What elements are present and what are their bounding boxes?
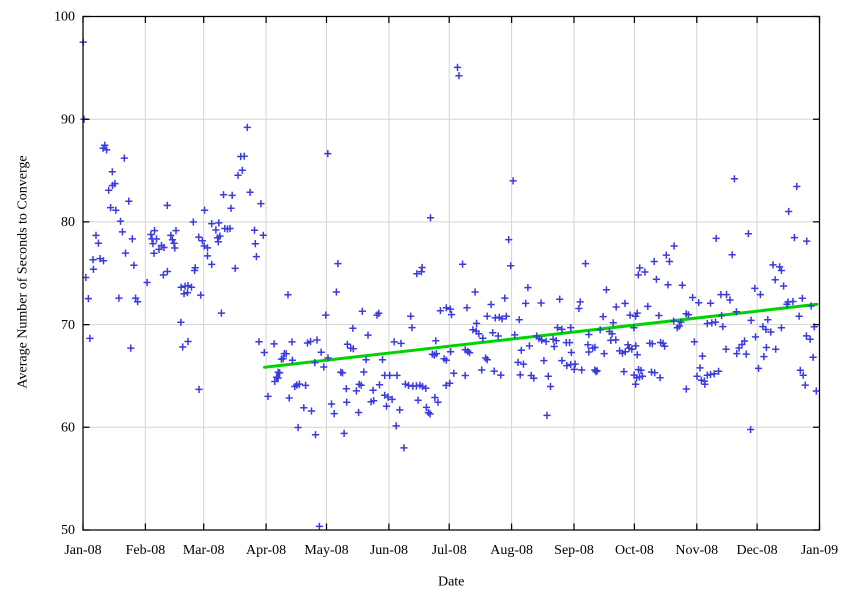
svg-text:50: 50: [61, 523, 75, 538]
svg-text:80: 80: [61, 215, 75, 230]
svg-text:Sep-08: Sep-08: [554, 543, 594, 558]
svg-text:Average Number of Seconds to C: Average Number of Seconds to Converge: [16, 155, 31, 388]
svg-text:Dec-08: Dec-08: [736, 543, 777, 558]
svg-text:90: 90: [61, 112, 75, 127]
svg-text:Jan-09: Jan-09: [801, 543, 838, 558]
svg-text:Jul-08: Jul-08: [432, 543, 467, 558]
svg-text:Apr-08: Apr-08: [246, 543, 286, 558]
svg-text:Aug-08: Aug-08: [490, 543, 533, 558]
svg-text:Feb-08: Feb-08: [126, 543, 166, 558]
svg-text:60: 60: [61, 421, 75, 436]
svg-text:Oct-08: Oct-08: [615, 543, 654, 558]
svg-text:70: 70: [61, 318, 75, 333]
svg-text:Mar-08: Mar-08: [183, 543, 225, 558]
svg-text:Date: Date: [438, 575, 464, 590]
svg-text:Nov-08: Nov-08: [675, 543, 718, 558]
svg-text:Jan-08: Jan-08: [64, 543, 101, 558]
svg-text:May-08: May-08: [304, 543, 348, 558]
svg-text:100: 100: [54, 10, 75, 25]
svg-text:Jun-08: Jun-08: [370, 543, 408, 558]
